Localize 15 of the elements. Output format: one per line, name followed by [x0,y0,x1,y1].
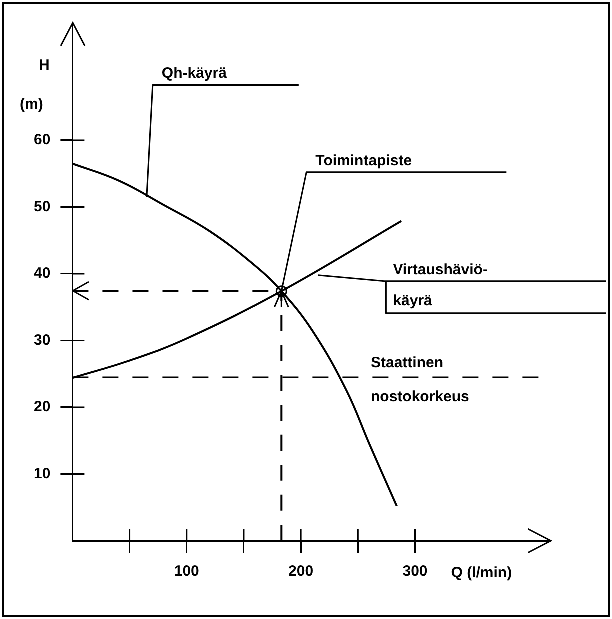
annotation: Toimintapiste [316,152,412,170]
x-tick-label: 100 [174,563,200,580]
x-axis-title: Q (l/min) [451,564,512,582]
annotation: Qh-käyrä [162,65,228,82]
y-tick-label: 40 [34,265,51,282]
y-tick-label: 50 [34,198,51,216]
y-tick-label: 20 [34,398,51,416]
y-tick-label: 30 [34,332,51,349]
text: H (m) [20,57,50,114]
x-tick-label: 300 [402,563,428,580]
ref-line-label: Staattinen nostokorkeus [371,354,470,406]
x-tick-label: 200 [288,563,314,580]
annotation: Virtaushäviö- käyrä [393,261,488,310]
y-tick-label: 10 [34,465,51,482]
y-tick-label: 60 [34,132,51,149]
